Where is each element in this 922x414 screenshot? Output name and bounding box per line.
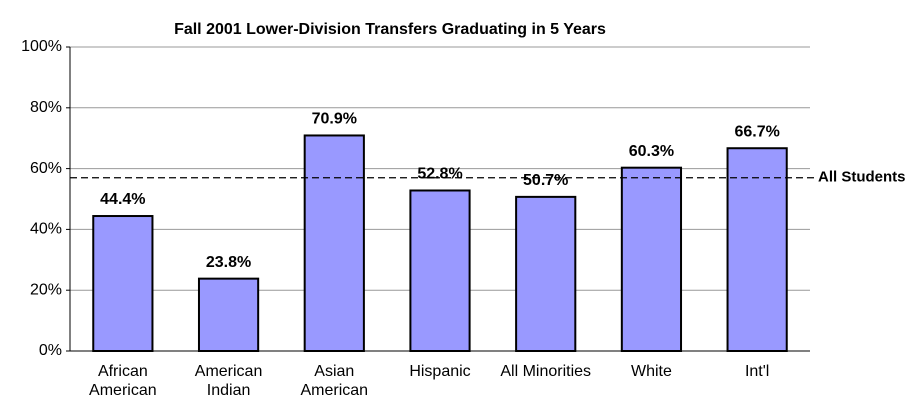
bar [92, 215, 154, 352]
y-tick-label: 20% [30, 281, 62, 298]
x-tick-label: White [630, 363, 672, 380]
bar [620, 166, 683, 352]
data-label: 66.7% [734, 123, 779, 140]
data-label: 52.8% [417, 166, 462, 183]
y-tick-label: 60% [30, 160, 62, 177]
reference-label: All Students [818, 169, 906, 186]
y-tick-label: 80% [30, 99, 62, 116]
x-tick-label: Int'l [744, 363, 770, 380]
data-label: 60.3% [629, 143, 674, 160]
bar [409, 189, 471, 352]
x-tick-label: All Minorities [500, 363, 592, 380]
y-tick-label: 40% [30, 221, 62, 238]
data-label: 70.9% [312, 111, 357, 128]
chart-title: Fall 2001 Lower-Division Transfers Gradu… [174, 21, 606, 38]
x-tick-label: Hispanic [409, 363, 471, 380]
x-tick-label: American Indian [194, 363, 263, 399]
bar [197, 277, 260, 353]
data-label: 23.8% [206, 254, 251, 271]
bar [515, 195, 577, 352]
y-tick-label: 100% [21, 38, 62, 55]
bar [726, 147, 788, 352]
x-tick-label: Asian American [300, 363, 369, 399]
data-label: 44.4% [100, 191, 145, 208]
data-label: 50.7% [523, 172, 568, 189]
x-tick-label: African American [89, 363, 157, 399]
y-tick-label: 0% [39, 342, 62, 359]
bar [303, 134, 365, 352]
